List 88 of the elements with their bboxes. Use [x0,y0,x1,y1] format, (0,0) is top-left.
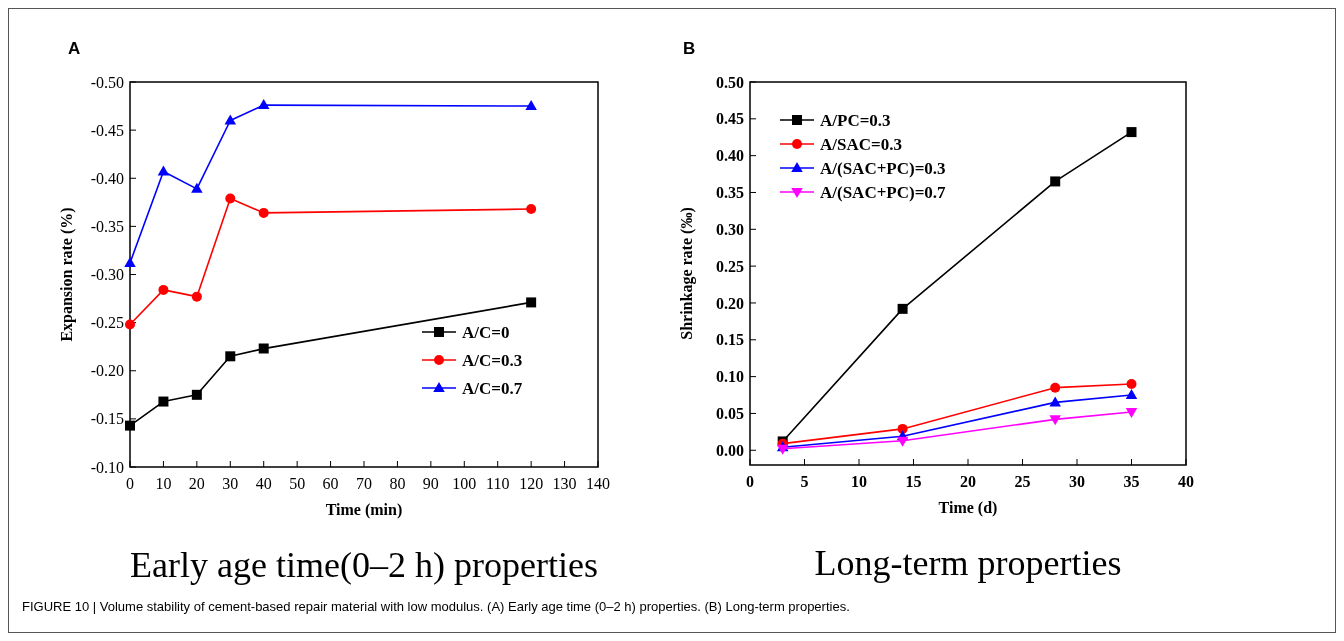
point [525,100,537,111]
point [1049,415,1061,426]
y-tick-label: 0.10 [716,368,744,386]
x-tick-label: 10 [851,473,867,490]
y-tick-label: 0.35 [716,184,744,202]
point [158,284,169,295]
x-tick-label: 130 [552,475,577,492]
x-tick-label: 30 [222,475,239,492]
y-tick-label: 0.00 [716,441,744,459]
point [1125,389,1138,400]
point [1126,378,1137,389]
y-tick-label: -0.20 [90,362,124,380]
x-tick-label: 10 [155,475,172,492]
point [1049,396,1061,407]
y-tick-label: -0.50 [90,73,124,91]
point [257,99,270,110]
legend-label: A/C=0.3 [462,350,523,370]
legend-label: A/PC=0.3 [820,110,891,130]
point [125,319,135,330]
x-tick-label: 0 [126,475,134,492]
x-tick-label: 35 [1123,473,1140,490]
point [225,351,236,362]
legend-label: A/C=0 [462,322,510,342]
y-axis-title: Shrinkage rate (‰) [678,207,696,340]
point [124,256,136,267]
point [157,165,170,176]
point [125,420,135,431]
y-tick-label: 0.05 [716,405,744,423]
point [158,396,169,407]
point [1125,407,1138,418]
x-tick-label: 30 [1069,473,1085,490]
legend-label: A/C=0.7 [462,378,523,398]
point [1050,176,1061,187]
legend-label: A/SAC=0.3 [820,134,902,154]
x-tick-label: 25 [1014,473,1031,490]
x-tick-label: 70 [356,475,372,492]
x-tick-label: 0 [746,473,754,490]
text: Early age time(0–2 h) properties [130,545,598,585]
x-tick-label: 20 [188,475,205,492]
x-tick-label: 60 [322,475,339,492]
x-tick-label: 40 [255,475,272,492]
point [191,291,202,302]
y-tick-label: 0.30 [716,220,744,238]
point [896,436,909,447]
legend-label: A/(SAC+PC)=0.3 [820,158,946,178]
point [526,204,537,215]
y-tick-label: -0.30 [90,266,124,284]
point [258,343,269,354]
x-tick-label: 40 [1178,473,1194,490]
point [191,182,203,193]
x-axis-title: Time (min) [325,501,403,519]
point [1126,127,1137,138]
point [224,114,237,125]
point [526,297,537,308]
y-tick-label: 0.25 [716,257,744,275]
caption: FIGURE 10 | Volume stability of cement-based repair material with low modulus. (A) Early age time (0–2 h) properties. (B) Long-term properties. [22,599,850,614]
x-tick-label: 140 [586,475,610,492]
legend-label: A/(SAC+PC)=0.7 [820,182,947,202]
y-axis-title: Expansion rate (%) [58,207,76,342]
point [225,193,236,204]
text: Long-term properties [814,543,1122,583]
point [1050,382,1061,393]
x-tick-label: 15 [905,473,922,490]
y-tick-label: 0.45 [716,110,744,128]
chart-title: B [683,39,696,58]
y-tick-label: 0.20 [716,294,744,312]
point [191,389,202,400]
y-tick-label: -0.45 [90,121,124,139]
x-tick-label: 50 [289,475,306,492]
y-tick-label: -0.15 [90,410,124,428]
point [258,207,269,218]
chart-title: A [68,39,81,58]
x-tick-label: 100 [452,475,477,492]
x-tick-label: 120 [519,475,544,492]
y-tick-label: 0.50 [716,73,744,91]
y-tick-label: -0.35 [90,217,124,235]
y-tick-label: -0.40 [90,169,124,187]
point [897,303,908,314]
y-tick-label: -0.25 [90,314,124,332]
x-tick-label: 110 [486,475,510,492]
y-tick-label: -0.10 [90,458,124,476]
x-tick-label: 80 [389,475,406,492]
y-tick-label: 0.40 [716,147,744,165]
x-tick-label: 20 [960,473,976,490]
y-tick-label: 0.15 [716,331,744,349]
x-axis-title: Time (d) [938,499,998,517]
x-tick-label: 5 [800,473,809,490]
x-tick-label: 90 [422,475,439,492]
